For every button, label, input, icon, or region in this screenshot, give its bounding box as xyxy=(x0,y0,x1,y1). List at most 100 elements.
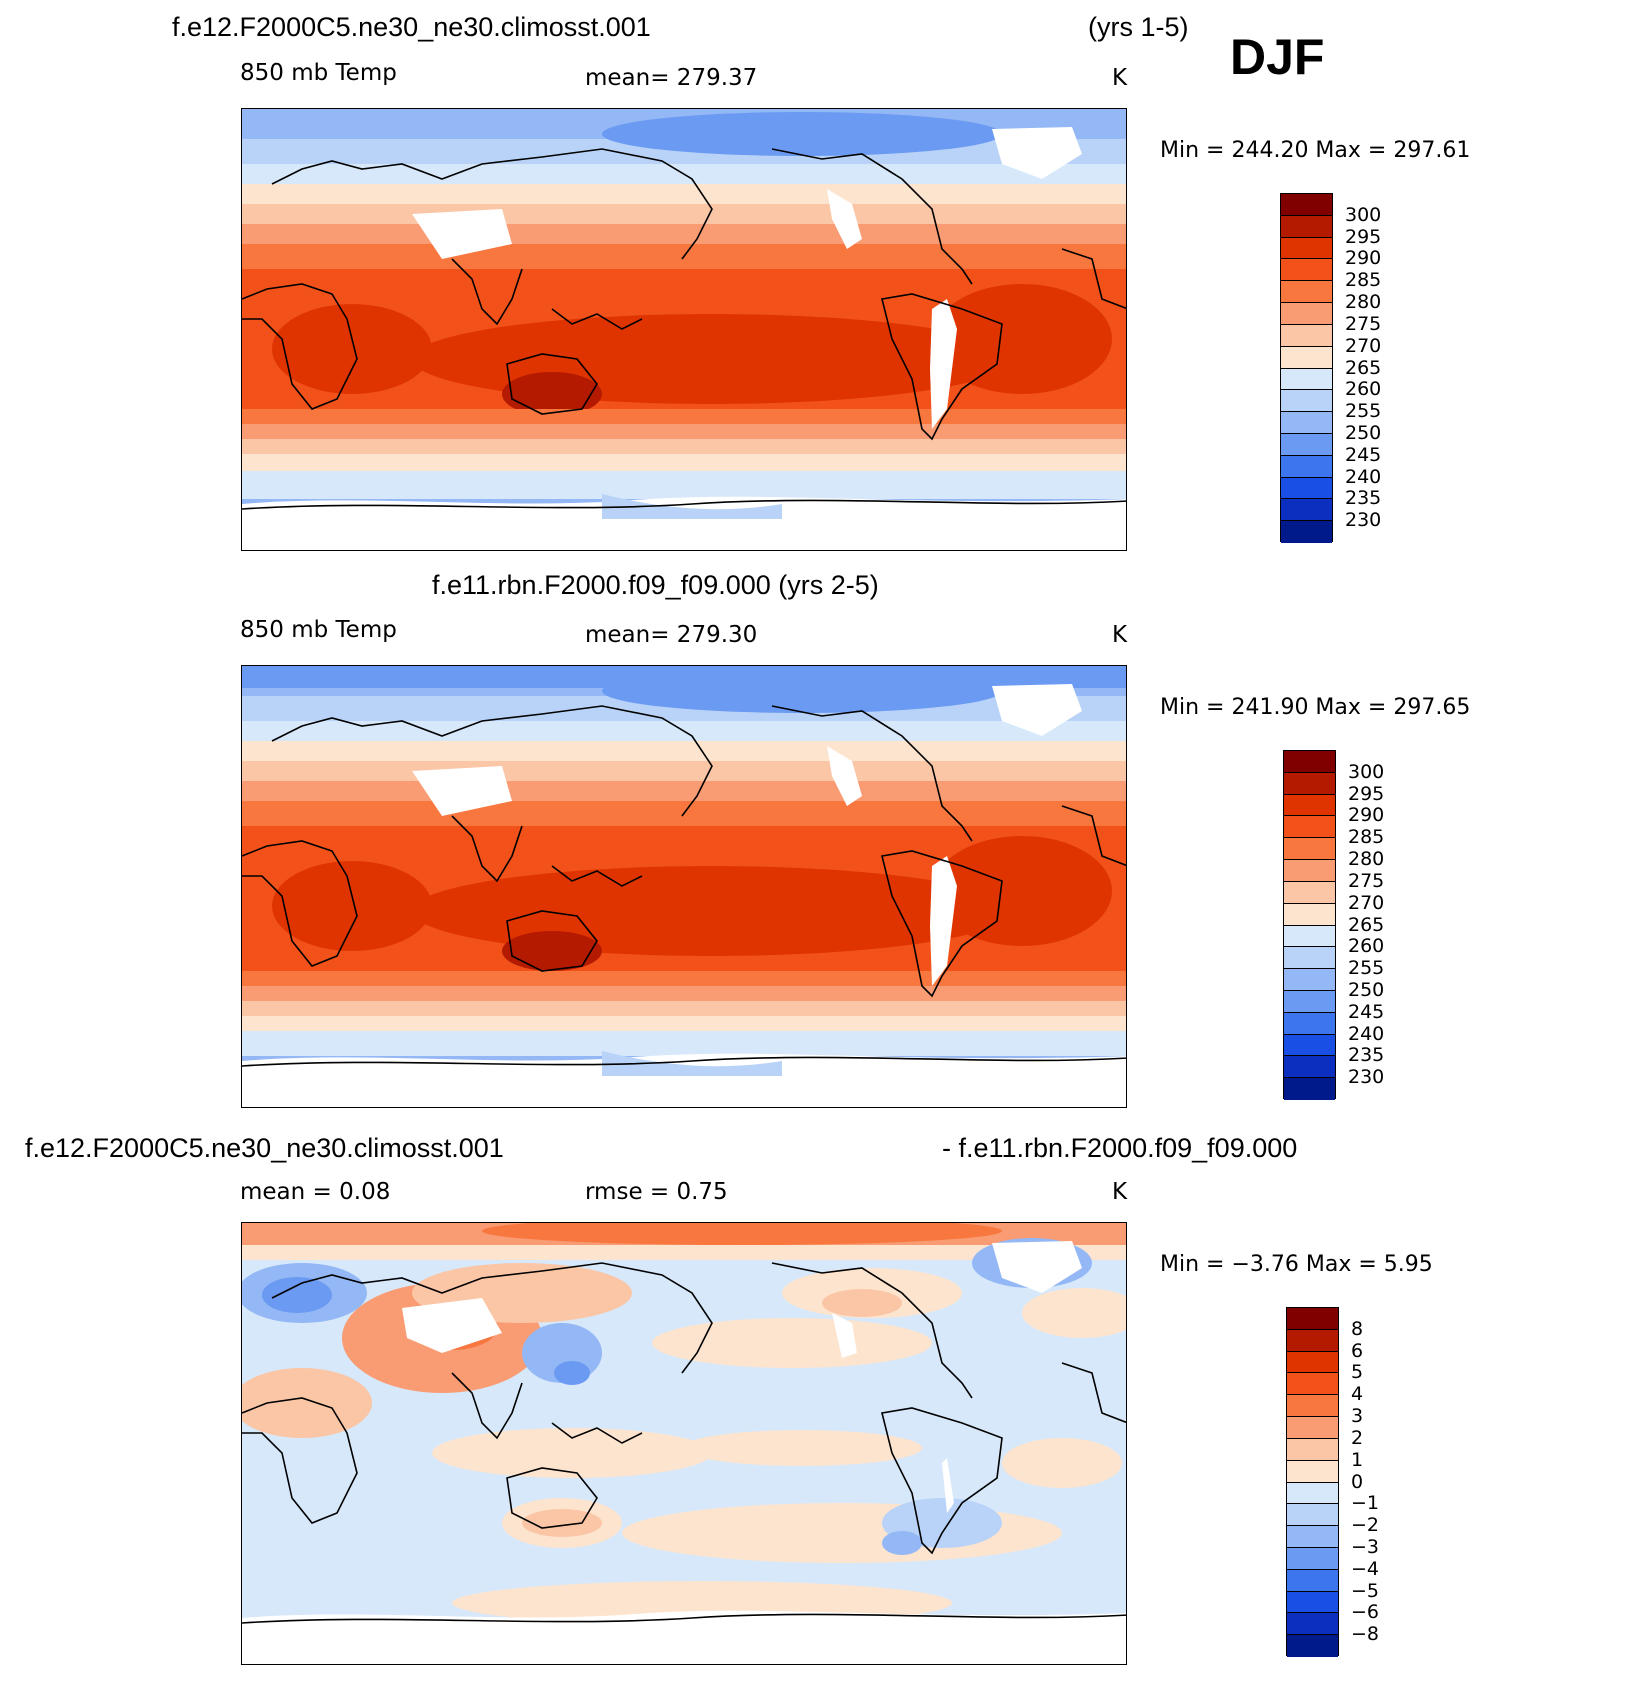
colorbar-swatch xyxy=(1287,1569,1338,1592)
colorbar-tick-label: 255 xyxy=(1348,957,1385,980)
panel2-map xyxy=(241,665,1127,1108)
colorbar-swatch xyxy=(1281,237,1332,260)
colorbar-swatch xyxy=(1287,1591,1338,1614)
panel1-years: (yrs 1-5) xyxy=(1088,12,1189,42)
panel1-mean-label: mean= 279.37 xyxy=(585,65,758,91)
colorbar-tick-label: −2 xyxy=(1351,1514,1380,1537)
colorbar-swatch xyxy=(1287,1526,1338,1548)
colorbar-swatch xyxy=(1281,455,1332,478)
colorbar-tick-label: 285 xyxy=(1345,269,1382,292)
colorbar-swatch xyxy=(1284,969,1335,991)
colorbar-tick-label: 260 xyxy=(1345,378,1382,401)
season-label: DJF xyxy=(1230,29,1325,85)
panel3-case-title: f.e12.F2000C5.ne30_ne30.climosst.001 xyxy=(25,1133,504,1163)
panel1-colorbar xyxy=(1280,193,1333,543)
colorbar-swatch xyxy=(1284,794,1335,817)
colorbar-swatch xyxy=(1284,860,1335,882)
colorbar-swatch xyxy=(1281,281,1332,304)
colorbar-tick-label: 275 xyxy=(1348,869,1385,892)
panel1-map-field xyxy=(242,109,1126,550)
colorbar-swatch xyxy=(1281,477,1332,500)
colorbar-tick-label: 290 xyxy=(1345,247,1382,270)
colorbar-tick-label: 240 xyxy=(1345,465,1382,488)
panel2-case-title: f.e11.rbn.F2000.f09_f09.000 (yrs 2-5) xyxy=(432,570,879,600)
colorbar-swatch xyxy=(1287,1329,1338,1352)
colorbar-swatch xyxy=(1284,990,1335,1013)
colorbar-swatch xyxy=(1287,1547,1338,1570)
colorbar-tick-label: 245 xyxy=(1345,443,1382,466)
colorbar-tick-label: 300 xyxy=(1345,203,1382,226)
colorbar-tick-label: 235 xyxy=(1348,1044,1385,1067)
colorbar-swatch xyxy=(1281,259,1332,282)
colorbar-tick-label: 295 xyxy=(1348,782,1385,805)
colorbar-tick-label: −6 xyxy=(1351,1601,1380,1624)
colorbar-tick-label: −4 xyxy=(1351,1557,1380,1580)
colorbar-tick-label: 8 xyxy=(1351,1317,1364,1340)
colorbar-swatch xyxy=(1284,947,1335,970)
panel3-map xyxy=(241,1222,1127,1665)
colorbar-tick-label: 3 xyxy=(1351,1405,1364,1428)
panel1-units: K xyxy=(1112,65,1128,91)
panel3-rmse-label: rmse = 0.75 xyxy=(585,1179,728,1205)
colorbar-swatch xyxy=(1281,433,1332,456)
panel2-mean-label: mean= 279.30 xyxy=(585,622,758,648)
panel2-variable-label: 850 mb Temp xyxy=(240,617,397,643)
panel1-variable-label: 850 mb Temp xyxy=(240,60,397,86)
panel3-units: K xyxy=(1112,1179,1128,1205)
panel1-minmax: Min = 244.20 Max = 297.61 xyxy=(1160,138,1471,163)
colorbar-tick-label: −1 xyxy=(1351,1492,1380,1515)
colorbar-swatch xyxy=(1284,1034,1335,1057)
colorbar-swatch xyxy=(1284,772,1335,795)
colorbar-tick-label: 230 xyxy=(1345,509,1382,532)
colorbar-swatch xyxy=(1281,303,1332,325)
colorbar-swatch xyxy=(1287,1308,1338,1330)
colorbar-tick-label: 280 xyxy=(1345,291,1382,314)
panel3-mean-label: mean = 0.08 xyxy=(240,1179,391,1205)
colorbar-tick-label: −5 xyxy=(1351,1579,1380,1602)
panel1-map xyxy=(241,108,1127,551)
panel3-minmax: Min = −3.76 Max = 5.95 xyxy=(1160,1252,1433,1277)
colorbar-tick-label: 275 xyxy=(1345,312,1382,335)
panel2-minmax: Min = 241.90 Max = 297.65 xyxy=(1160,695,1471,720)
colorbar-swatch xyxy=(1287,1373,1338,1396)
colorbar-tick-label: 2 xyxy=(1351,1426,1364,1449)
colorbar-tick-label: 300 xyxy=(1348,760,1385,783)
colorbar-tick-label: 270 xyxy=(1345,334,1382,357)
colorbar-swatch xyxy=(1281,499,1332,522)
panel3-subtracted-case: - f.e11.rbn.F2000.f09_f09.000 xyxy=(942,1133,1298,1163)
colorbar-swatch xyxy=(1281,194,1332,216)
colorbar-swatch xyxy=(1284,1078,1335,1100)
colorbar-swatch xyxy=(1287,1395,1338,1418)
colorbar-swatch xyxy=(1284,816,1335,839)
colorbar-swatch xyxy=(1281,215,1332,238)
colorbar-swatch xyxy=(1284,881,1335,904)
colorbar-swatch xyxy=(1287,1504,1338,1527)
colorbar-swatch xyxy=(1287,1417,1338,1439)
colorbar-tick-label: 270 xyxy=(1348,891,1385,914)
colorbar-tick-label: 5 xyxy=(1351,1361,1364,1384)
colorbar-swatch xyxy=(1287,1460,1338,1483)
colorbar-swatch xyxy=(1284,1056,1335,1079)
colorbar-tick-label: 280 xyxy=(1348,848,1385,871)
colorbar-tick-label: 285 xyxy=(1348,826,1385,849)
colorbar-tick-label: 6 xyxy=(1351,1339,1364,1362)
colorbar-swatch xyxy=(1281,412,1332,434)
colorbar-tick-label: 230 xyxy=(1348,1066,1385,1089)
colorbar-tick-label: 240 xyxy=(1348,1022,1385,1045)
colorbar-tick-label: −3 xyxy=(1351,1535,1380,1558)
colorbar-swatch xyxy=(1287,1351,1338,1374)
panel3-map-field xyxy=(242,1223,1126,1664)
colorbar-swatch xyxy=(1281,346,1332,369)
colorbar-tick-label: 245 xyxy=(1348,1000,1385,1023)
panel2-units: K xyxy=(1112,622,1128,648)
colorbar-swatch xyxy=(1287,1613,1338,1636)
colorbar-swatch xyxy=(1287,1635,1338,1657)
colorbar-tick-label: 265 xyxy=(1345,356,1382,379)
colorbar-tick-label: 250 xyxy=(1348,978,1385,1001)
colorbar-swatch xyxy=(1284,925,1335,948)
colorbar-tick-label: 265 xyxy=(1348,913,1385,936)
colorbar-tick-label: 295 xyxy=(1345,225,1382,248)
colorbar-tick-label: 290 xyxy=(1348,804,1385,827)
colorbar-swatch xyxy=(1281,324,1332,347)
colorbar-tick-label: 4 xyxy=(1351,1383,1364,1406)
